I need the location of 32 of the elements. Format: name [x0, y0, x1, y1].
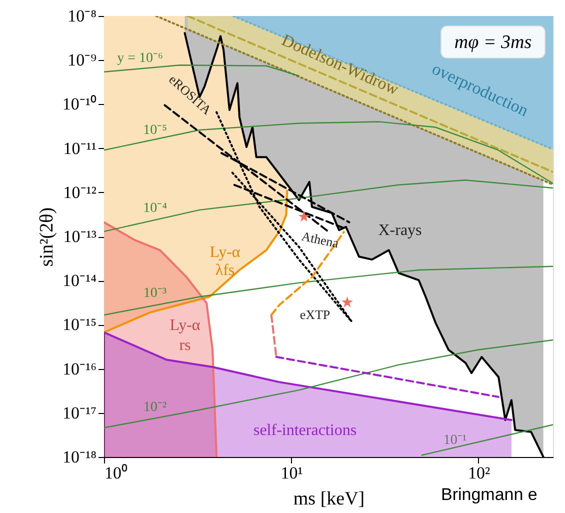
y-tick-label: 10⁻¹⁸: [62, 448, 97, 466]
y-tick-label: 10⁻¹³: [63, 227, 96, 246]
annotation: Athena: [300, 228, 340, 251]
annotation: Ly-α: [170, 317, 201, 334]
annotation: 10⁻²: [143, 400, 167, 415]
annotation: Ly-α: [210, 244, 241, 261]
y-tick-label: 10⁻¹²: [63, 182, 96, 202]
annotation: eXTP: [300, 307, 330, 322]
y-tick-label: 10⁻¹⁴: [62, 271, 97, 290]
y-tick-label: 10⁻⁹: [68, 50, 97, 70]
y-tick-label: 10⁻⁸: [68, 6, 97, 26]
y-tick-label: 10⁻¹⁷: [62, 403, 97, 422]
x-tick-label: 10¹: [280, 464, 303, 482]
y-tick-label: 10⁻¹⁶: [62, 359, 97, 378]
y-tick-label: 10⁻¹⁰: [62, 94, 96, 114]
y-tick-label: 10⁻¹⁵: [62, 315, 97, 334]
annotation: 10⁻⁴: [143, 201, 168, 216]
annotation: 10⁻⁵: [143, 123, 168, 138]
x-tick-label: 10⁰: [104, 464, 128, 482]
annotation: 10⁻¹: [443, 433, 467, 448]
x-tick-label: 10²: [468, 464, 490, 482]
annotation: mφ = 3ms: [454, 32, 532, 53]
text: Bringmann e: [441, 485, 538, 504]
y-tick-label: 10⁻¹¹: [63, 138, 96, 158]
annotation: y = 10⁻⁶: [117, 51, 164, 66]
annotation: self-interactions: [253, 422, 357, 439]
annotation: 10⁻³: [143, 286, 167, 301]
y-axis-title: sin²(2θ): [36, 207, 58, 267]
x-axis-title: ms [keV]: [293, 488, 365, 510]
annotation: X-rays: [378, 222, 422, 239]
annotation: λfs: [215, 262, 235, 279]
annotation: rs: [179, 337, 191, 354]
